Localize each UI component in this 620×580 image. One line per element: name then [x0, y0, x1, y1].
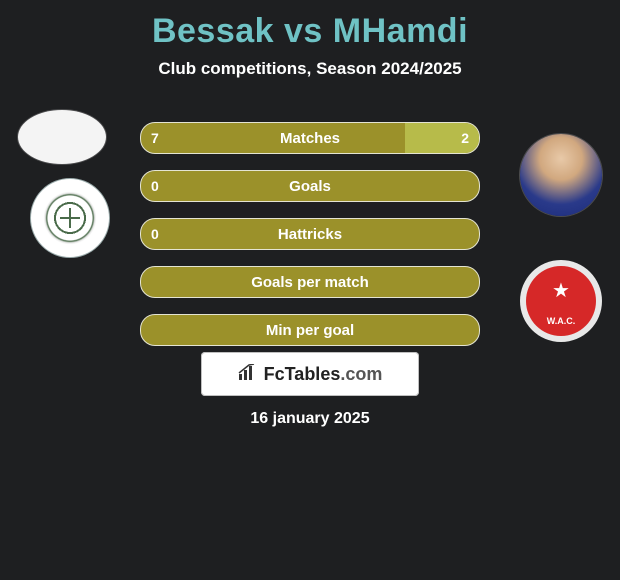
club2-logo: ★ [520, 260, 602, 342]
stat-value-left: 7 [151, 130, 159, 146]
stat-row: 0 Goals [140, 170, 480, 202]
subtitle: Club competitions, Season 2024/2025 [0, 59, 620, 79]
stat-value-left: 0 [151, 226, 159, 242]
date-label: 16 january 2025 [0, 410, 620, 428]
stat-row: Goals per match [140, 266, 480, 298]
comparison-card: Bessak vs MHamdi Club competitions, Seas… [0, 0, 620, 580]
stat-label: Goals per match [251, 274, 369, 291]
player2-avatar [520, 134, 602, 216]
stat-label: Min per goal [266, 322, 354, 339]
stat-label: Goals [289, 178, 331, 195]
stat-label: Hattricks [278, 226, 342, 243]
stat-row: Min per goal [140, 314, 480, 346]
page-title: Bessak vs MHamdi [0, 0, 620, 51]
brand-text: FcTables.com [264, 364, 383, 385]
stat-label: Matches [280, 130, 340, 147]
stat-row: 0 Hattricks [140, 218, 480, 250]
stats-bars: 7 2 Matches 0 Goals 0 Hattricks Goals per match… [140, 122, 480, 362]
stat-value-left: 0 [151, 178, 159, 194]
player1-avatar [18, 110, 106, 164]
brand-badge[interactable]: FcTables.com [201, 352, 419, 396]
stat-value-right: 2 [461, 130, 469, 146]
brand-name: FcTables [264, 364, 341, 384]
chart-icon [238, 364, 258, 385]
stat-row: 7 2 Matches [140, 122, 480, 154]
brand-ext: .com [340, 364, 382, 384]
star-icon: ★ [552, 278, 570, 303]
club1-logo [30, 178, 110, 258]
